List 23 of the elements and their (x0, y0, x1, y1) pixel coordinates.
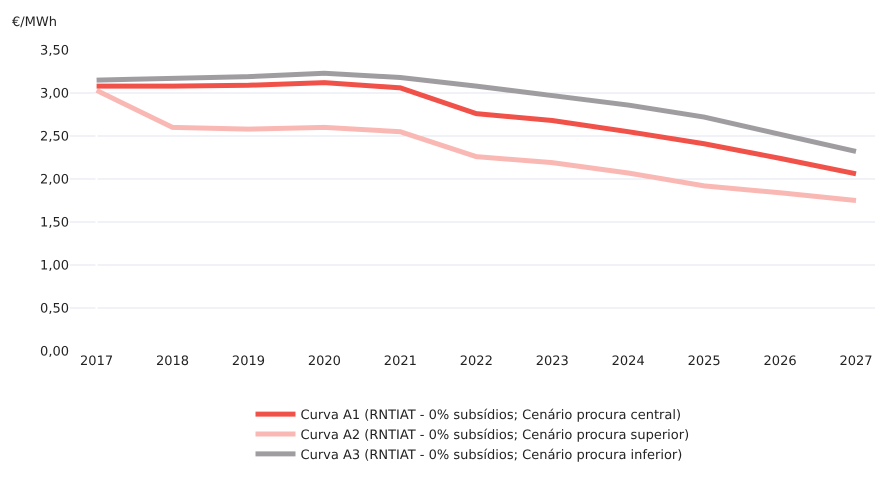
legend-label: Curva A1 (RNTIAT - 0% subsídios; Cenário procura central) (300, 408, 682, 424)
x-tick-label: 2020 (308, 354, 341, 369)
y-tick-label: 3,50 (40, 44, 69, 59)
y-tick-label: 0,50 (40, 302, 69, 317)
x-tick-label: 2023 (536, 354, 569, 369)
y-axis-title: €/MWh (12, 15, 57, 30)
x-tick-label: 2019 (232, 354, 266, 369)
x-tick-label: 2021 (384, 354, 417, 369)
y-tick-label: 0,00 (40, 344, 69, 360)
y-tick-label: 2,00 (40, 172, 69, 188)
legend-label: Curva A3 (RNTIAT - 0% subsídios; Cenário procura inferior) (300, 448, 682, 463)
y-tick-label: 2,50 (40, 130, 69, 145)
x-tick-label: 2027 (839, 354, 873, 369)
x-tick-label: 2017 (80, 354, 114, 369)
y-tick-label: 3,00 (40, 86, 69, 102)
legend-label: Curva A2 (RNTIAT - 0% subsídios; Cenário procura superior) (300, 428, 690, 444)
x-tick-label: 2026 (764, 354, 797, 369)
y-tick-label: 1,00 (40, 258, 69, 274)
x-tick-label: 2018 (156, 354, 190, 369)
x-tick-label: 2022 (460, 354, 493, 369)
x-tick-label: 2025 (688, 354, 721, 369)
x-tick-label: 2024 (612, 354, 645, 369)
y-tick-label: 1,50 (40, 216, 69, 231)
